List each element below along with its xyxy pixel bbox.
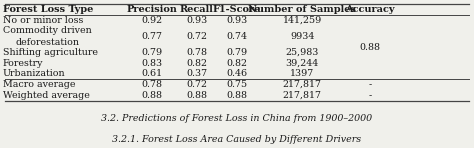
Text: Shifting agriculture: Shifting agriculture: [3, 48, 98, 57]
Text: Precision: Precision: [126, 5, 177, 14]
Text: Forestry: Forestry: [3, 59, 43, 68]
Text: Recall: Recall: [180, 5, 214, 14]
Text: 217,817: 217,817: [283, 80, 322, 89]
Text: Commodity driven
deforestation: Commodity driven deforestation: [3, 26, 91, 47]
Text: 9934: 9934: [290, 32, 314, 41]
Text: -: -: [368, 80, 371, 89]
Text: 0.93: 0.93: [186, 16, 207, 25]
Text: 0.93: 0.93: [227, 16, 247, 25]
Text: 0.78: 0.78: [141, 80, 162, 89]
Text: 0.82: 0.82: [186, 59, 207, 68]
Text: 217,817: 217,817: [283, 91, 322, 100]
Text: Weighted average: Weighted average: [3, 91, 90, 100]
Text: 0.77: 0.77: [141, 32, 162, 41]
Text: 0.46: 0.46: [227, 69, 247, 78]
Text: 0.78: 0.78: [186, 48, 207, 57]
Text: 0.75: 0.75: [227, 80, 247, 89]
Text: 0.79: 0.79: [141, 48, 162, 57]
Text: 1397: 1397: [290, 69, 314, 78]
Text: 3.2.1. Forest Loss Area Caused by Different Drivers: 3.2.1. Forest Loss Area Caused by Differ…: [112, 135, 362, 144]
Text: 0.61: 0.61: [141, 69, 162, 78]
Text: 0.72: 0.72: [186, 32, 207, 41]
Text: 0.92: 0.92: [141, 16, 162, 25]
Text: 141,259: 141,259: [283, 16, 322, 25]
Text: 0.79: 0.79: [227, 48, 247, 57]
Text: 0.88: 0.88: [359, 43, 380, 52]
Text: 0.37: 0.37: [186, 69, 207, 78]
Text: Urbanization: Urbanization: [3, 69, 65, 78]
Text: 0.72: 0.72: [186, 80, 207, 89]
Text: 3.2. Predictions of Forest Loss in China from 1900–2000: 3.2. Predictions of Forest Loss in China…: [101, 114, 373, 123]
Text: No or minor loss: No or minor loss: [3, 16, 83, 25]
Text: 25,983: 25,983: [285, 48, 319, 57]
Text: 39,244: 39,244: [285, 59, 319, 68]
Text: Number of Samples: Number of Samples: [248, 5, 356, 14]
Text: -: -: [368, 91, 371, 100]
Text: 0.83: 0.83: [141, 59, 162, 68]
Text: Macro average: Macro average: [3, 80, 75, 89]
Text: 0.88: 0.88: [141, 91, 162, 100]
Text: 0.74: 0.74: [227, 32, 247, 41]
Text: 0.88: 0.88: [186, 91, 207, 100]
Text: F1-Score: F1-Score: [213, 5, 261, 14]
Text: 0.82: 0.82: [227, 59, 247, 68]
Text: 0.88: 0.88: [227, 91, 247, 100]
Text: Forest Loss Type: Forest Loss Type: [3, 5, 93, 14]
Text: Accuracy: Accuracy: [345, 5, 394, 14]
